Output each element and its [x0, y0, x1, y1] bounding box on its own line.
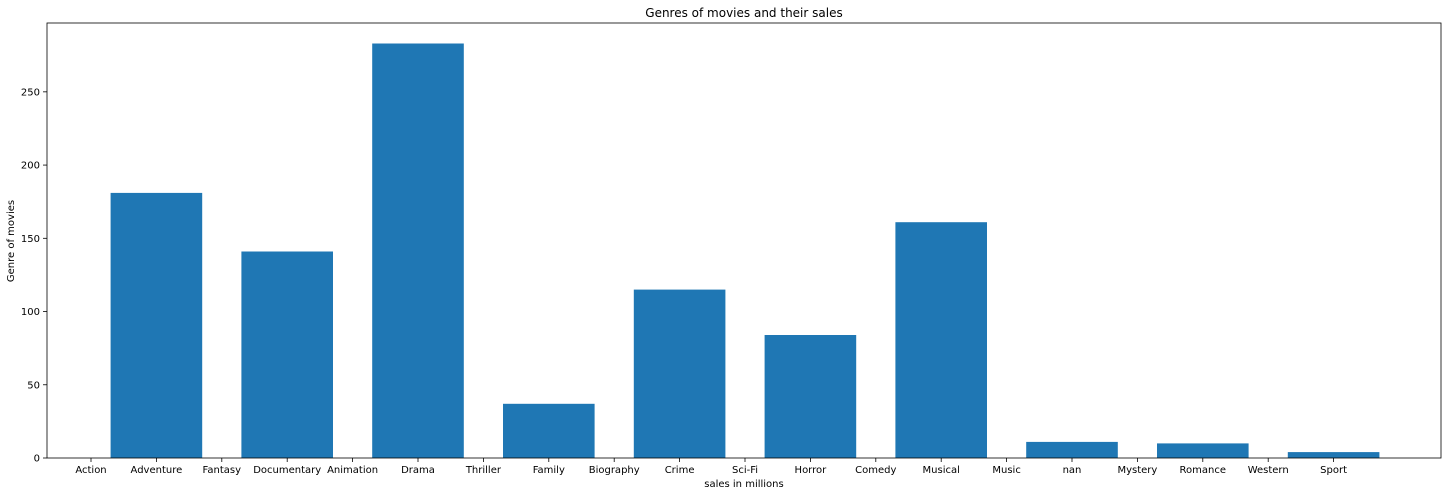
bar-horror	[764, 335, 857, 458]
y-tick-label: 50	[27, 380, 40, 391]
bar-musical	[895, 222, 987, 458]
bar-documentary	[241, 251, 333, 458]
bars-group	[110, 43, 1380, 458]
bar-family	[503, 403, 595, 458]
y-tick-label: 200	[21, 161, 40, 172]
x-tick-label: Adventure	[131, 465, 183, 476]
x-tick-label: Mystery	[1117, 465, 1157, 476]
plot-frame	[46, 22, 1442, 459]
x-tick-label: Sport	[1320, 465, 1347, 476]
x-tick-label: Musical	[923, 465, 960, 476]
y-tick-label: 150	[21, 234, 40, 245]
x-tick-label: Romance	[1180, 465, 1226, 476]
y-tick-label: 250	[21, 87, 40, 98]
x-tick-label: nan	[1063, 465, 1082, 476]
y-axis-title: Genre of movies	[6, 200, 17, 282]
x-tick-label: Thriller	[465, 465, 502, 476]
x-tick-label: Biography	[589, 465, 640, 476]
x-axis-title: sales in millions	[704, 479, 783, 490]
x-tick-label: Family	[533, 465, 565, 476]
bar-crime	[633, 289, 726, 458]
x-tick-label: Comedy	[855, 465, 896, 476]
x-ticks-group: Action Adventure Fantasy Documentary Animati…	[75, 458, 1347, 476]
x-tick-label: Music	[992, 465, 1020, 476]
bar-nan	[1026, 441, 1118, 458]
x-tick-label: Drama	[401, 465, 435, 476]
y-ticks-group: 0 50 100 150 200 250	[21, 87, 47, 465]
x-tick-label: Fantasy	[203, 465, 242, 476]
x-tick-label: Crime	[665, 465, 695, 476]
y-tick-label: 100	[21, 307, 40, 318]
x-tick-label: Documentary	[253, 465, 321, 476]
x-tick-label: Sci-Fi	[732, 465, 758, 476]
x-tick-label: Animation	[327, 465, 378, 476]
y-tick-label: 0	[34, 454, 40, 465]
chart-title: Genres of movies and their sales	[645, 6, 842, 20]
x-tick-label: Horror	[795, 465, 828, 476]
x-tick-label: Action	[75, 465, 106, 476]
bar-drama	[372, 43, 464, 458]
bar-adventure	[110, 192, 203, 458]
bar-romance	[1157, 443, 1249, 458]
bar-sport	[1287, 452, 1380, 458]
x-tick-label: Western	[1248, 465, 1289, 476]
